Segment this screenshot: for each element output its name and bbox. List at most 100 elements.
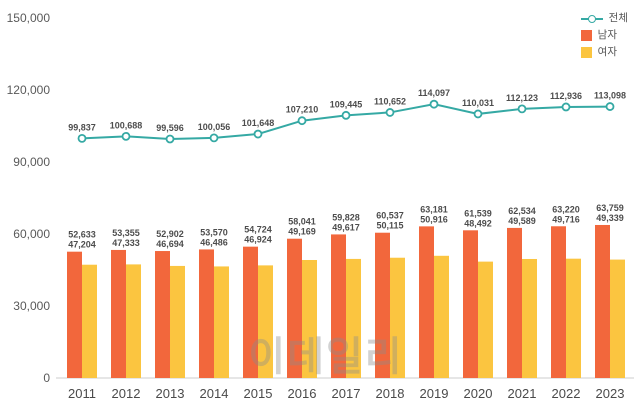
line-value-label: 100,056 <box>198 122 231 132</box>
line-value-label: 110,652 <box>374 96 406 106</box>
bar-female <box>434 255 449 378</box>
legend-label-female: 여자 <box>597 46 617 59</box>
legend-item-female: 여자 <box>580 46 628 59</box>
y-axis-tick-label: 30,000 <box>13 299 50 313</box>
bar-value-label-male: 63,181 <box>420 204 448 214</box>
line-point-marker <box>473 109 483 119</box>
line-point-marker <box>297 116 307 126</box>
bar-male <box>375 232 390 378</box>
x-axis-tick-label: 2017 <box>332 386 361 401</box>
bar-female <box>82 264 97 378</box>
y-axis-tick-label: 0 <box>43 371 50 385</box>
x-axis-tick-label: 2020 <box>464 386 493 401</box>
line-point-marker <box>77 133 87 143</box>
bar-value-label-female: 48,492 <box>464 218 492 228</box>
x-axis-tick-label: 2018 <box>376 386 405 401</box>
line-value-label: 101,648 <box>242 118 275 128</box>
bar-male <box>111 249 126 378</box>
legend: 전체 남자 여자 <box>580 12 628 59</box>
line-point-marker <box>209 133 219 143</box>
line-value-label: 107,210 <box>286 105 319 115</box>
line-point-marker <box>253 129 263 139</box>
bar-value-label-male: 52,633 <box>68 230 96 240</box>
bar-female <box>302 259 317 378</box>
bar-value-label-female: 46,924 <box>244 235 272 245</box>
bar-value-label-male: 62,534 <box>508 206 536 216</box>
x-axis-tick-label: 2021 <box>508 386 537 401</box>
line-value-label: 99,596 <box>156 123 184 133</box>
line-point-marker <box>605 102 615 111</box>
x-axis-tick-label: 2016 <box>288 386 317 401</box>
bar-value-label-male: 61,539 <box>464 208 492 218</box>
bar-female <box>478 261 493 378</box>
bar-female <box>258 265 273 378</box>
bar-value-label-male: 58,041 <box>288 217 316 227</box>
bar-male <box>155 251 170 378</box>
bar-value-label-female: 49,589 <box>508 216 536 226</box>
bar-value-label-male: 53,355 <box>112 228 140 238</box>
circle-marker-icon <box>587 14 596 23</box>
bar-value-label-female: 49,617 <box>332 222 360 232</box>
x-axis-tick-label: 2011 <box>68 386 96 401</box>
bar-male <box>463 230 478 378</box>
bar-male <box>287 238 302 378</box>
x-axis-tick-label: 2019 <box>420 386 449 401</box>
y-axis-tick-label: 60,000 <box>13 227 50 241</box>
bar-value-label-male: 53,570 <box>200 227 228 237</box>
bar-male <box>419 226 434 378</box>
bar-value-label-male: 59,828 <box>332 212 360 222</box>
line-point-marker <box>341 110 351 120</box>
x-axis-tick-label: 2012 <box>112 386 141 401</box>
legend-item-total: 전체 <box>580 12 628 25</box>
bar-value-label-female: 50,115 <box>376 221 403 231</box>
bar-value-label-female: 47,333 <box>112 238 140 248</box>
x-axis-tick-label: 2014 <box>200 386 229 401</box>
bar-female <box>214 266 229 378</box>
bar-value-label-male: 52,902 <box>156 229 184 239</box>
bar-value-label-female: 49,169 <box>288 227 316 237</box>
line-marker-icon <box>580 14 603 23</box>
male-swatch-icon <box>580 30 592 41</box>
bar-female <box>346 258 361 378</box>
line-point-marker <box>561 102 571 112</box>
legend-label-total: 전체 <box>608 12 628 25</box>
line-value-label: 113,098 <box>594 91 626 101</box>
bar-value-label-female: 49,339 <box>596 213 624 223</box>
x-axis-tick-label: 2013 <box>156 386 185 401</box>
line-point-marker <box>165 134 175 144</box>
y-axis-tick-label: 90,000 <box>13 155 50 169</box>
bar-value-label-female: 47,204 <box>68 240 96 250</box>
bar-value-label-male: 60,537 <box>376 211 404 221</box>
line-point-marker <box>385 108 395 117</box>
bar-female <box>170 265 185 378</box>
y-axis-tick-label: 150,000 <box>7 11 51 25</box>
line-point-marker <box>429 99 439 109</box>
bar-value-label-male: 63,759 <box>596 203 624 213</box>
line-value-label: 110,031 <box>462 98 494 108</box>
watermark-text: 이데일리 <box>248 335 403 379</box>
line-value-label: 109,445 <box>330 99 363 109</box>
bar-value-label-male: 63,220 <box>552 204 580 214</box>
line-value-label: 114,097 <box>418 88 450 98</box>
bar-female <box>390 257 405 378</box>
line-value-label: 99,837 <box>68 122 96 132</box>
total-line <box>81 103 611 140</box>
bar-male <box>595 224 610 378</box>
legend-item-male: 남자 <box>580 29 628 42</box>
female-swatch-icon <box>580 47 592 58</box>
line-value-label: 112,936 <box>550 91 582 101</box>
bar-female <box>566 258 581 378</box>
bar-value-label-female: 46,486 <box>200 237 228 247</box>
x-axis-tick-label: 2022 <box>552 386 581 401</box>
line-point-marker <box>517 104 527 114</box>
bar-value-label-female: 49,716 <box>552 214 580 224</box>
bar-male <box>199 249 214 378</box>
x-axis-tick-label: 2015 <box>244 386 273 401</box>
legend-label-male: 남자 <box>597 29 617 42</box>
bar-male <box>331 234 346 378</box>
x-axis-tick-label: 2023 <box>596 386 625 401</box>
bar-male <box>67 251 82 378</box>
bar-male <box>507 227 522 378</box>
